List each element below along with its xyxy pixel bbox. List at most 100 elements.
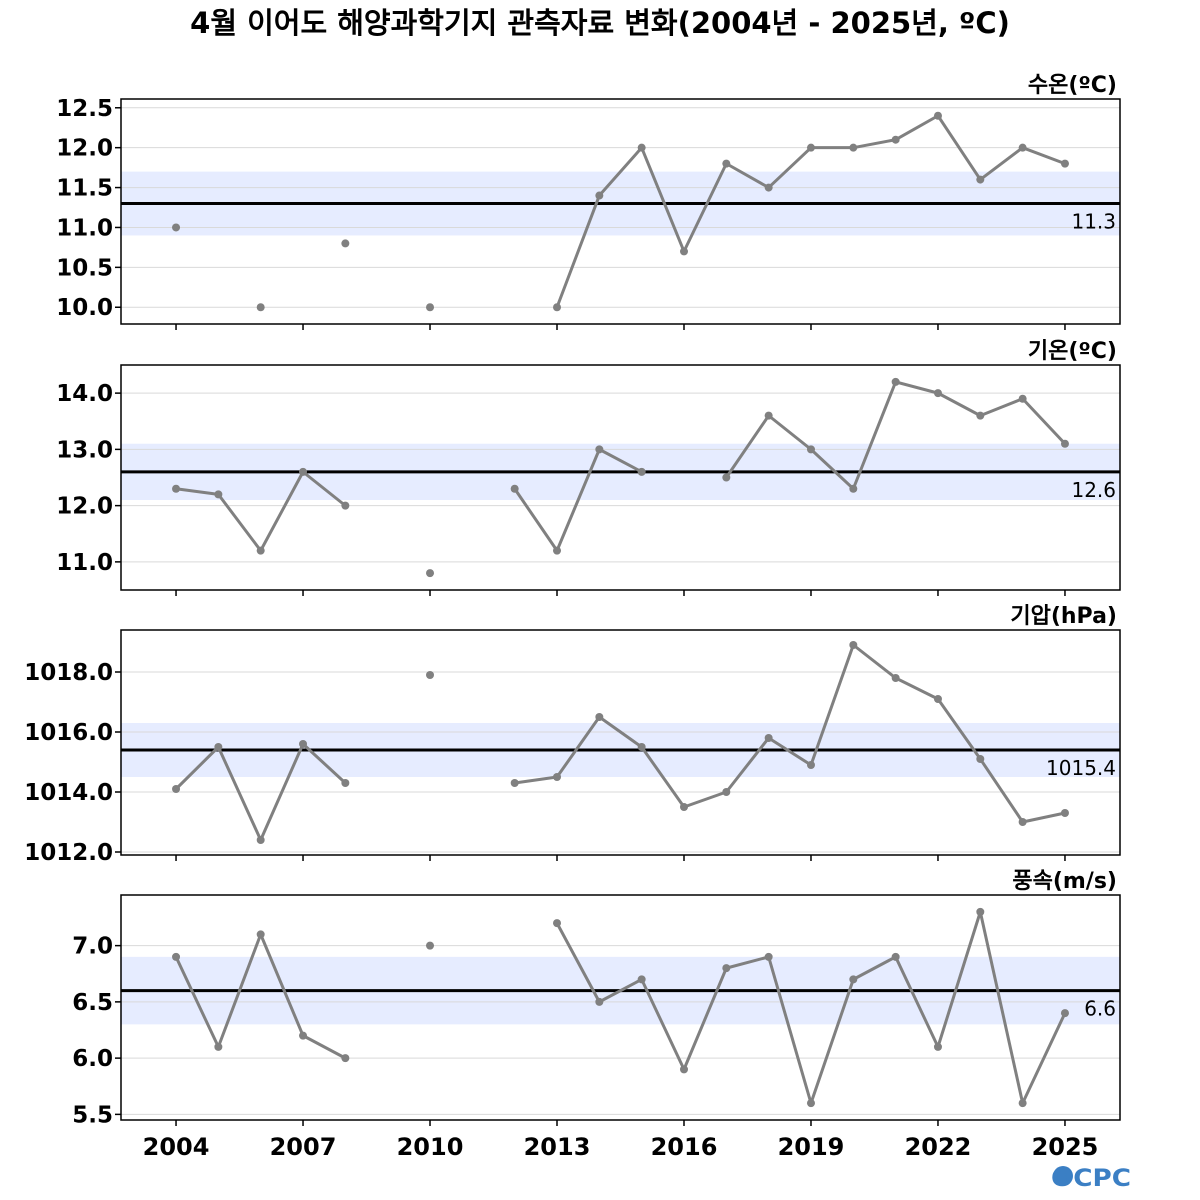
y-tick-label: 1016.0 [24, 720, 113, 746]
data-point [679, 247, 688, 256]
panel-3: 1012.0 1014.0 1016.0 1018.0 1015.4 기압(hPa) [24, 604, 1121, 866]
data-point [722, 473, 731, 482]
panel-title: 풍속(m/s) [1012, 869, 1117, 894]
y-tick-label: 1012.0 [24, 840, 113, 866]
mean-value-label: 6.6 [1084, 997, 1116, 1021]
data-point [553, 919, 562, 928]
data-point [341, 779, 350, 787]
data-point [172, 223, 181, 232]
plot-frame [120, 98, 1121, 325]
data-point [933, 695, 942, 703]
data-point [341, 1054, 350, 1063]
data-point [341, 501, 350, 510]
x-tick-label: 2022 [905, 1133, 972, 1161]
data-point [976, 411, 985, 420]
y-tick-label: 7.0 [72, 934, 113, 960]
data-point [679, 803, 688, 811]
data-point [849, 484, 858, 493]
y-tick-label: 10.0 [56, 295, 113, 321]
x-tick-label: 2013 [524, 1133, 591, 1161]
plot-frame [120, 894, 1121, 1121]
y-tick-label: 1018.0 [24, 660, 113, 686]
data-point [806, 761, 815, 769]
data-point [299, 467, 308, 476]
x-tick-label: 2025 [1032, 1133, 1099, 1161]
data-point [764, 952, 773, 961]
chart-panels: 10.0 10.5 11.0 11.5 12.0 12.5 11.3 수온(ºC) 11.0 12… [24, 73, 1121, 1128]
y-tick-label: 11.5 [56, 176, 113, 202]
data-point [553, 773, 562, 781]
data-point [1018, 394, 1027, 403]
ocpc-logo: OCPC [1051, 1164, 1131, 1192]
data-point [1060, 1009, 1069, 1018]
data-point [849, 143, 858, 152]
plot-frame [120, 629, 1121, 856]
panel-1: 10.0 10.5 11.0 11.5 12.0 12.5 11.3 수온(ºC) [56, 73, 1121, 330]
data-point [637, 467, 646, 476]
panel-title: 기온(ºC) [1028, 339, 1117, 364]
x-tick-label: 2007 [270, 1133, 337, 1161]
data-point [553, 303, 562, 312]
data-point [299, 1031, 308, 1040]
data-point [595, 445, 604, 454]
data-point [595, 713, 604, 721]
y-tick-label: 12.0 [56, 494, 113, 520]
data-point [299, 740, 308, 748]
data-point [722, 159, 731, 168]
y-tick-label: 1014.0 [24, 780, 113, 806]
y-tick-label: 6.0 [72, 1046, 113, 1072]
x-axis: 2004 2007 2010 2013 2016 2019 2022 2025 [143, 1133, 1099, 1161]
data-point [679, 1065, 688, 1074]
x-tick-label: 2019 [778, 1133, 845, 1161]
y-tick-label: 13.0 [56, 437, 113, 463]
y-tick-label: 11.0 [56, 215, 113, 241]
data-point [426, 569, 435, 578]
logo-globe-icon [1053, 1166, 1073, 1186]
panel-title: 수온(ºC) [1028, 73, 1117, 98]
data-point [426, 941, 435, 950]
data-point [976, 755, 985, 763]
y-tick-label: 6.5 [72, 990, 113, 1016]
data-point [722, 788, 731, 796]
data-point [976, 907, 985, 916]
data-point [553, 546, 562, 555]
data-point [256, 303, 265, 312]
series-line [513, 447, 643, 553]
data-point [341, 239, 350, 248]
data-point [426, 303, 435, 312]
data-point [637, 743, 646, 751]
data-point [595, 191, 604, 200]
mean-value-label: 12.6 [1071, 478, 1116, 502]
data-point [764, 734, 773, 742]
data-point [214, 490, 223, 499]
x-tick-label: 2010 [397, 1133, 464, 1161]
data-point [595, 997, 604, 1006]
data-point [933, 1042, 942, 1051]
data-point [214, 743, 223, 751]
data-point [172, 484, 181, 493]
data-point [891, 377, 900, 386]
data-point [764, 183, 773, 192]
data-point [256, 930, 265, 939]
y-tick-label: 11.0 [56, 550, 113, 576]
data-point [426, 671, 435, 679]
plot-frame [120, 364, 1121, 591]
x-tick-label: 2016 [651, 1133, 718, 1161]
data-point [637, 975, 646, 984]
data-point [891, 952, 900, 961]
data-point [891, 674, 900, 682]
data-point [172, 952, 181, 961]
data-point [976, 175, 985, 184]
logo-text: OCPC [1051, 1164, 1131, 1192]
data-point [1060, 439, 1069, 448]
data-point [1060, 809, 1069, 817]
data-point [891, 135, 900, 144]
data-point [510, 484, 519, 493]
y-tick-label: 10.5 [56, 255, 113, 281]
data-point [256, 836, 265, 844]
data-point [637, 143, 646, 152]
data-point [1060, 159, 1069, 168]
data-point [764, 411, 773, 420]
x-tick-label: 2004 [143, 1133, 210, 1161]
